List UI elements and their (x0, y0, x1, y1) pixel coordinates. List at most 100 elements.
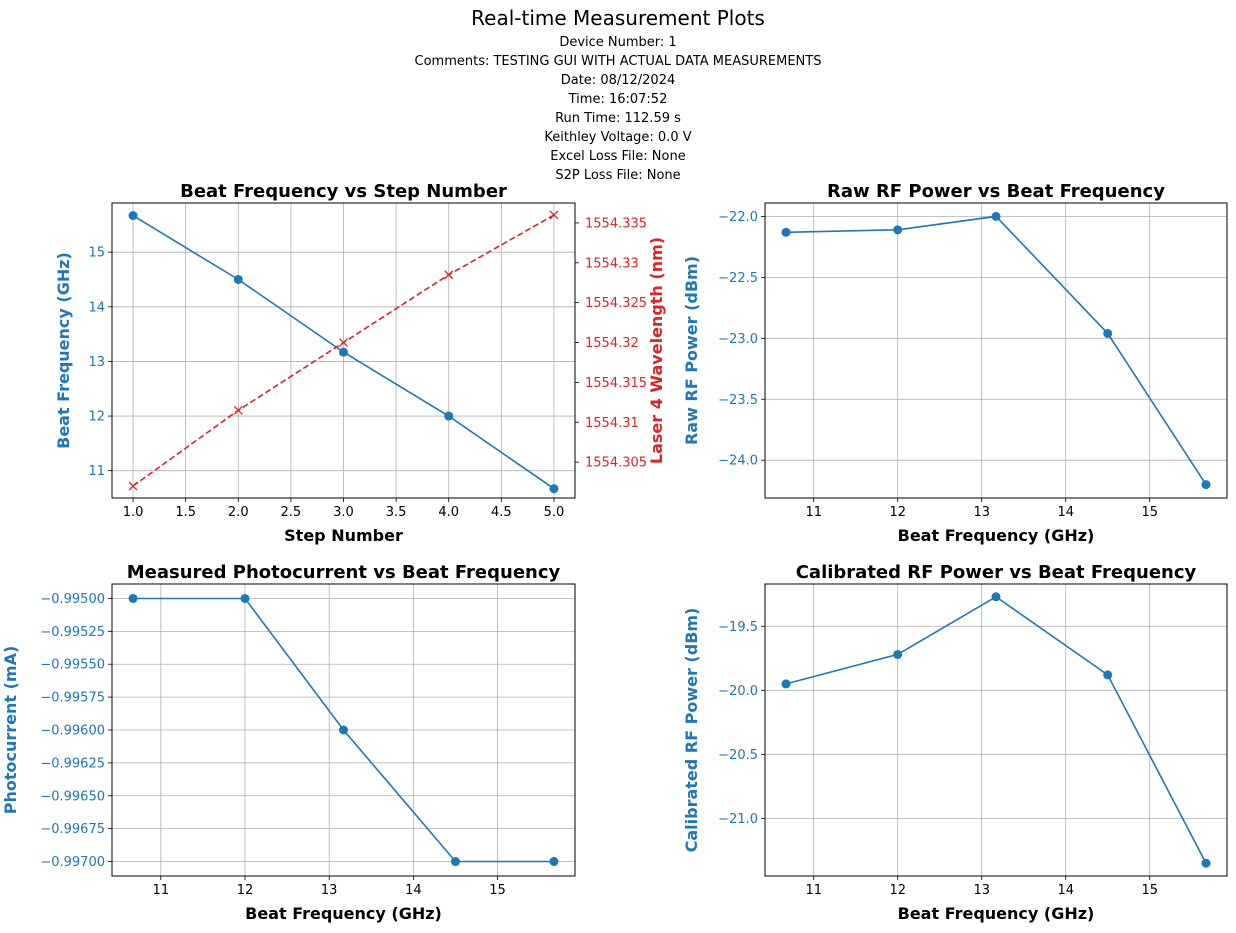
y-tick-label: −20.5 (718, 748, 758, 763)
data-point (444, 411, 454, 421)
data-point (549, 484, 559, 494)
x-tick-label: 12 (889, 883, 906, 898)
plot-frame (764, 202, 1228, 499)
x-tick-label: 1.0 (123, 505, 144, 520)
data-point (339, 725, 348, 735)
y2-tick-label: 1554.305 (585, 456, 647, 471)
y-tick-label: −23.5 (718, 393, 758, 408)
figure-title: Real-time Measurement Plots (471, 6, 765, 30)
y2-axis-label: Laser 4 Wavelength (nm) (647, 237, 666, 464)
x-tick-label: 15 (1141, 883, 1158, 898)
x-tick-label: 14 (405, 883, 422, 898)
chart-title: Measured Photocurrent vs Beat Frequency (127, 562, 561, 583)
series-1 (781, 592, 1211, 868)
y-tick-label: −0.99625 (40, 756, 105, 771)
y-tick-label: 13 (88, 355, 105, 370)
data-point (240, 593, 250, 603)
series-line (785, 215, 1207, 486)
x-tick-label: 12 (889, 505, 906, 520)
meta-date: Date: 08/12/2024 (560, 73, 676, 88)
data-point (893, 225, 903, 235)
data-point (128, 211, 138, 221)
y-tick-label: −23.0 (718, 332, 758, 347)
data-point (549, 210, 559, 220)
x-tick-label: 3.0 (333, 505, 354, 520)
meta-comments: Comments: TESTING GUI WITH ACTUAL DATA M… (414, 54, 822, 69)
y-tick-label: −22.0 (718, 210, 758, 225)
series-1 (128, 211, 559, 494)
y-tick-label: −0.99675 (40, 822, 105, 837)
x-tick-label: 2.0 (228, 505, 249, 520)
x-tick-label: 2.5 (281, 505, 302, 520)
y-tick-label: −0.99650 (40, 789, 105, 804)
data-point (991, 592, 1001, 602)
x-tick-label: 13 (973, 505, 990, 520)
meta-excel-loss-file: Excel Loss File: None (550, 149, 686, 164)
series-2 (128, 210, 559, 491)
meta-s2p-loss-file: S2P Loss File: None (555, 168, 681, 183)
x-axis-label: Step Number (284, 526, 403, 545)
x-tick-label: 4.5 (491, 505, 512, 520)
y-tick-label: −0.99700 (40, 855, 105, 870)
chart-title: Calibrated RF Power vs Beat Frequency (796, 562, 1197, 583)
subplot-2: 11 12 13 14 15 −22.0 −22.5 −23.0 −23.5 −24.0 Raw R… (682, 181, 1228, 545)
x-axis-label: Beat Frequency (GHz) (245, 904, 442, 923)
data-point (450, 857, 460, 867)
y2-tick-label: 1554.31 (585, 416, 639, 431)
chart-title: Beat Frequency vs Step Number (180, 181, 507, 202)
x-tick-label: 4.0 (438, 505, 459, 520)
y-tick-label: −20.0 (718, 684, 758, 699)
data-point (1103, 328, 1113, 338)
y-tick-label: −22.5 (718, 271, 758, 286)
y2-tick-label: 1554.33 (585, 256, 639, 271)
y2-tick-label: 1554.325 (585, 296, 647, 311)
x-axis-label: Beat Frequency (GHz) (898, 904, 1095, 923)
x-tick-label: 13 (973, 883, 990, 898)
y-axis-label: Raw RF Power (dBm) (682, 256, 701, 445)
y-tick-label: −0.99600 (40, 724, 105, 739)
y-tick-label: 12 (88, 410, 105, 425)
series-line (785, 595, 1207, 864)
y-axis-label: Photocurrent (mA) (1, 646, 20, 815)
y-tick-label: 11 (88, 464, 105, 479)
x-tick-label: 1.5 (175, 505, 196, 520)
x-tick-label: 11 (153, 883, 170, 898)
data-point (233, 274, 243, 284)
y-axis-label: Beat Frequency (GHz) (54, 252, 73, 449)
y-tick-label: −0.99550 (40, 658, 105, 673)
series-1 (781, 211, 1211, 490)
data-point (339, 338, 348, 347)
x-tick-label: 12 (237, 883, 254, 898)
x-tick-label: 15 (489, 883, 506, 898)
y-tick-label: −21.0 (718, 812, 758, 827)
y-tick-label: −19.5 (718, 620, 758, 635)
x-tick-label: 15 (1141, 505, 1158, 520)
series-1 (128, 593, 559, 867)
subplot-4: 11 12 13 14 15 −19.5 −20.0 −20.5 −21.0 Calibrated… (682, 562, 1228, 923)
y-tick-label: 14 (88, 300, 105, 315)
y-tick-label: −0.99500 (40, 592, 105, 607)
meta-device-number: Device Number: 1 (559, 35, 677, 50)
y-tick-label: −0.99525 (40, 625, 105, 640)
x-axis-label: Beat Frequency (GHz) (898, 526, 1095, 545)
data-point (1201, 480, 1211, 490)
data-point (128, 593, 138, 603)
y-tick-label: 15 (88, 246, 105, 261)
x-tick-label: 11 (805, 883, 822, 898)
meta-keithley-voltage: Keithley Voltage: 0.0 V (544, 130, 692, 145)
y-tick-label: −24.0 (718, 454, 758, 469)
x-tick-label: 11 (805, 505, 822, 520)
data-point (781, 679, 791, 689)
y-tick-label: −0.99575 (40, 691, 105, 706)
y2-tick-label: 1554.335 (585, 216, 647, 231)
subplot-3: 11 12 13 14 15 −0.99500 −0.99525 −0.99550 −0.995… (1, 562, 576, 923)
data-point (781, 227, 791, 237)
x-tick-label: 13 (321, 883, 338, 898)
y2-tick-label: 1554.315 (585, 376, 647, 391)
data-point (444, 270, 454, 280)
plot-frame (111, 202, 576, 499)
data-point (549, 857, 559, 867)
data-point (893, 649, 903, 659)
x-tick-label: 14 (1057, 883, 1074, 898)
